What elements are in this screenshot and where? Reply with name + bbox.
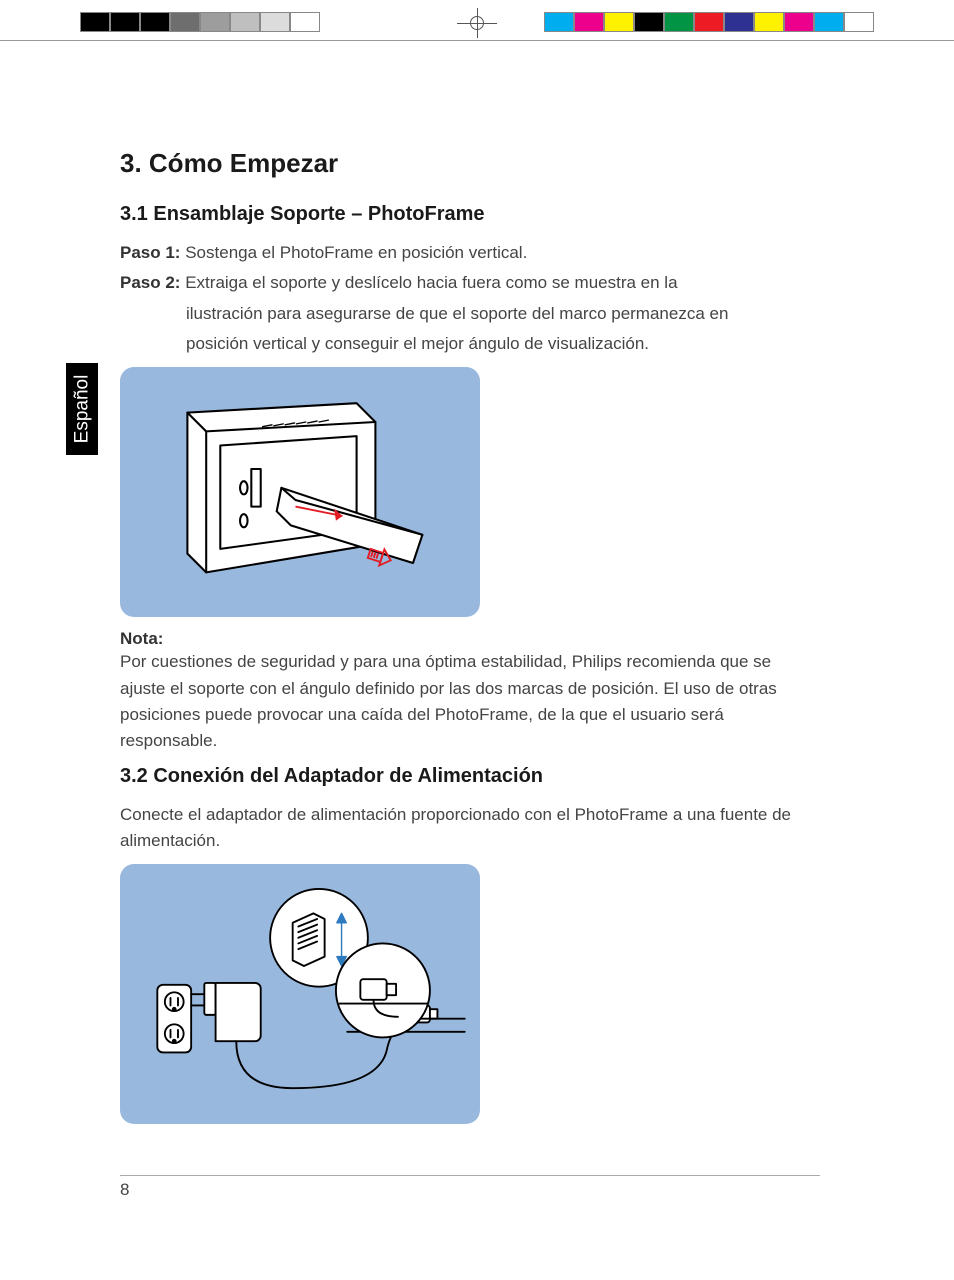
section-32-body: Conecte el adaptador de alimentación pro… [120, 802, 820, 855]
registration-cross-icon [447, 8, 507, 38]
language-tab-label: Español [71, 375, 93, 444]
section-32-title: 3.2 Conexión del Adaptador de Alimentaci… [120, 765, 820, 788]
registration-strip-left [80, 12, 320, 32]
photoframe-stand-icon [131, 375, 469, 610]
step-2-line-c: posición vertical y conseguir el mejor á… [120, 331, 820, 357]
illustration-power [120, 864, 480, 1124]
registration-strip-right [544, 12, 874, 32]
step-2-label: Paso 2: [120, 273, 180, 292]
step-2: Paso 2: Extraiga el soporte y deslícelo … [120, 270, 820, 296]
step-1-text: Sostenga el PhotoFrame en posición verti… [185, 243, 527, 262]
step-2-line-b: ilustración para asegurarse de que el so… [120, 301, 820, 327]
content-area: 3. Cómo Empezar 3.1 Ensamblaje Soporte –… [120, 148, 820, 1136]
top-rule [0, 40, 954, 41]
note-label: Nota: [120, 629, 820, 649]
step-2-text-a: Extraiga el soporte y deslícelo hacia fu… [185, 273, 677, 292]
section-31-title: 3.1 Ensamblaje Soporte – PhotoFrame [120, 203, 820, 226]
power-adapter-icon [131, 872, 469, 1116]
note-body: Por cuestiones de seguridad y para una ó… [120, 649, 820, 754]
step-1-label: Paso 1: [120, 243, 180, 262]
language-tab: Español [66, 363, 98, 455]
step-1: Paso 1: Sostenga el PhotoFrame en posici… [120, 240, 820, 266]
page: Español 3. Cómo Empezar 3.1 Ensamblaje S… [0, 0, 954, 1280]
heading-main: 3. Cómo Empezar [120, 148, 820, 179]
page-number: 8 [120, 1175, 820, 1200]
illustration-stand [120, 367, 480, 617]
